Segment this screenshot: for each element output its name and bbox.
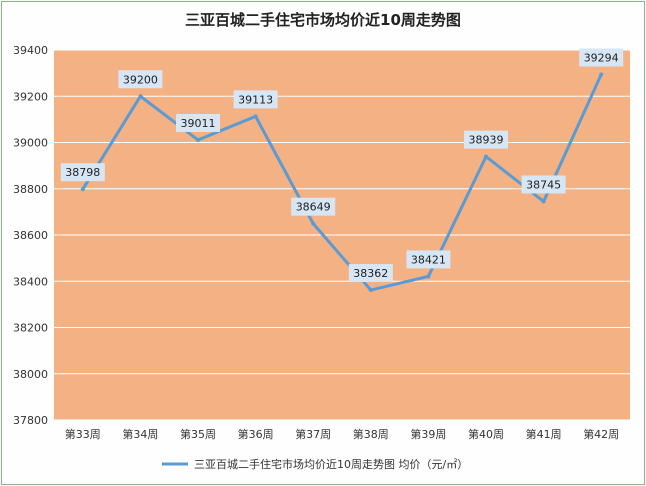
data-label: 38939 (464, 130, 508, 149)
y-tick-label: 39000 (13, 137, 48, 150)
y-tick-label: 38800 (13, 183, 48, 196)
y-tick-label: 37800 (13, 414, 48, 427)
y-axis-ticks: 37800 38000 38200 38400 38600 38800 39000 39200… (13, 44, 48, 427)
legend: 三亚百城二手住宅市场均价近10周走势图 均价（元/㎡） (162, 457, 468, 471)
data-point (484, 154, 488, 159)
x-axis-ticks: 第33周 第34周 第35周 第36周 第37周 第38周 第39周 第40周 第41周 第42周 (65, 427, 619, 441)
data-label: 39294 (579, 48, 624, 67)
data-label-value: 38649 (296, 201, 331, 214)
x-tick-label: 第38周 (353, 427, 389, 441)
data-label: 38362 (348, 264, 393, 283)
data-point (196, 137, 200, 142)
x-tick-label: 第35周 (180, 427, 216, 441)
data-point (368, 288, 373, 293)
y-tick-label: 38400 (13, 275, 48, 288)
data-labels: 38798 39200 39011 39113 38649 38362 38421 38939… (60, 48, 624, 283)
data-label: 38745 (521, 175, 566, 194)
x-tick-label: 第37周 (295, 427, 331, 441)
y-tick-label: 38600 (13, 229, 48, 242)
x-tick-label: 第34周 (122, 427, 158, 441)
data-label-value: 39294 (584, 52, 619, 65)
legend-label: 三亚百城二手住宅市场均价近10周走势图 均价（元/㎡） (194, 457, 468, 471)
series-line (81, 73, 603, 292)
data-label-box (464, 130, 508, 149)
data-point (426, 274, 431, 279)
data-label-value: 38362 (353, 267, 388, 280)
data-point (599, 72, 604, 77)
data-label-value: 38421 (411, 253, 446, 266)
data-label-box (348, 264, 393, 283)
y-tick-label: 38200 (13, 322, 48, 335)
gridlines (54, 49, 630, 421)
x-tick-label: 第42周 (583, 427, 619, 441)
chart-title: 三亚百城二手住宅市场均价近10周走势图 (185, 11, 461, 29)
data-label-box (291, 197, 336, 216)
data-label: 39113 (233, 90, 278, 109)
x-tick-label: 第40周 (468, 427, 504, 441)
data-label-value: 38798 (65, 166, 100, 179)
y-tick-label: 39200 (13, 90, 48, 103)
data-label-value: 39011 (181, 117, 216, 130)
data-label: 39011 (176, 113, 220, 132)
y-tick-label: 39400 (13, 44, 48, 57)
data-label-box (176, 113, 220, 132)
data-point (80, 187, 85, 192)
data-label: 38798 (60, 163, 105, 182)
y-tick-label: 38000 (13, 368, 48, 381)
data-label-box (233, 90, 278, 109)
data-label-value: 39113 (238, 93, 273, 106)
data-label-value: 38939 (469, 134, 504, 147)
x-tick-label: 第33周 (65, 427, 101, 441)
data-label-box (521, 175, 566, 194)
data-label: 38649 (291, 197, 336, 216)
x-tick-label: 第39周 (410, 427, 446, 441)
series-group (80, 72, 604, 293)
data-label-box (60, 163, 105, 182)
data-point (253, 114, 258, 119)
data-label: 38421 (406, 250, 451, 269)
data-point (138, 94, 143, 99)
data-label-box (118, 70, 163, 89)
data-label-box (579, 48, 624, 67)
data-point (311, 221, 316, 226)
data-label: 39200 (118, 70, 163, 89)
data-label-value: 38745 (526, 178, 561, 191)
x-tick-label: 第41周 (526, 427, 562, 441)
x-tick-label: 第36周 (238, 427, 274, 441)
data-label-value: 39200 (123, 73, 158, 86)
data-label-box (406, 250, 451, 269)
data-point (541, 199, 546, 204)
